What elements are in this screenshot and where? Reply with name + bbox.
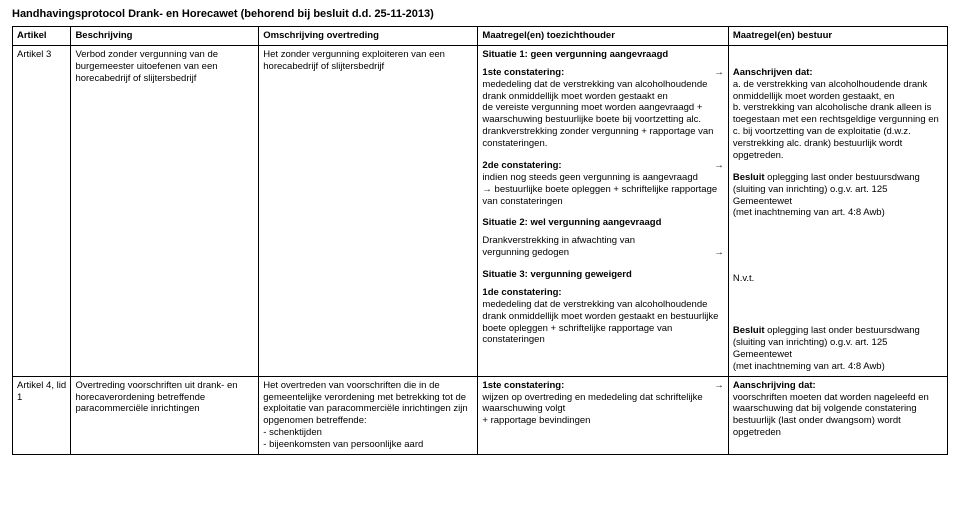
cell-toezicht: 1ste constatering: → wijzen op overtredi… [478,376,728,454]
col-beschrijving: Beschrijving [71,27,259,46]
arrow-icon: → [714,247,724,259]
constatering-2-label: 2de constatering: [482,160,561,171]
constatering-1-label: 1ste constatering: [482,67,564,78]
r2-bestuur-body: voorschriften moeten dat worden nageleef… [733,392,943,440]
cell-beschrijving: Overtreding voorschriften uit drank- en … [71,376,259,454]
situatie1-title: Situatie 1: geen vergunning aangevraagd [482,49,723,61]
r2-c1-label: 1ste constatering: [482,380,564,391]
col-omschrijving: Omschrijving overtreding [259,27,478,46]
situatie2-body-b: vergunning gedogen [482,247,569,258]
document-title: Handhavingsprotocol Drank- en Horecawet … [12,8,948,20]
cell-omschrijving: Het overtreden van voorschriften die in … [259,376,478,454]
situatie3-body: mededeling dat de verstrekking van alcoh… [482,299,723,347]
bestuur-a: a. de verstrekking van alcoholhoudende d… [733,79,943,103]
situatie3-title: Situatie 3: vergunning geweigerd [482,269,723,281]
cell-beschrijving: Verbod zonder vergunning van de burgemee… [71,45,259,376]
bestuur-b: b. verstrekking van alcoholische drank a… [733,102,943,126]
constatering-1-line: 1ste constatering: → [482,67,723,79]
page-root: Handhavingsprotocol Drank- en Horecawet … [0,0,960,463]
aanschrijven-label: Aanschrijven dat: [733,67,943,79]
arrow-icon: → [714,67,724,79]
cell-artikel: Artikel 3 [13,45,71,376]
situatie3-c1-label: 1de constatering: [482,287,561,298]
table-row: Artikel 3 Verbod zonder vergunning van d… [13,45,948,376]
table-header-row: Artikel Beschrijving Omschrijving overtr… [13,27,948,46]
situatie3-c1-line: 1de constatering: [482,287,723,299]
constatering-1-body: mededeling dat de verstrekking van alcoh… [482,79,723,150]
situatie2-title: Situatie 2: wel vergunning aangevraagd [482,217,723,229]
col-artikel: Artikel [13,27,71,46]
cell-bestuur: Aanschrijving dat: voorschriften moeten … [728,376,947,454]
r2-c1-line: 1ste constatering: → [482,380,723,392]
r2-aan-label: Aanschrijving dat: [733,380,943,392]
bestuur-c: c. bij voortzetting van de exploitatie (… [733,126,943,162]
nvt: N.v.t. [733,273,943,285]
situatie2-body-b-line: vergunning gedogen → [482,247,723,259]
arrow-icon: → [714,160,724,172]
r2-c1-body: wijzen op overtreding en mededeling dat … [482,392,723,428]
col-maatregel-bestuur: Maatregel(en) bestuur [728,27,947,46]
cell-toezicht: Situatie 1: geen vergunning aangevraagd … [478,45,728,376]
situatie2-body-a: Drankverstrekking in afwachting van [482,235,723,247]
besluit-b: Besluit oplegging last onder bestuursdwa… [733,325,943,373]
table-row: Artikel 4, lid 1 Overtreding voorschrift… [13,376,948,454]
cell-bestuur: Aanschrijven dat: a. de verstrekking van… [728,45,947,376]
cell-artikel: Artikel 4, lid 1 [13,376,71,454]
protocol-table: Artikel Beschrijving Omschrijving overtr… [12,26,948,455]
besluit-a: Besluit oplegging last onder bestuursdwa… [733,172,943,220]
arrow-icon: → [714,380,724,392]
spacer [733,49,943,61]
col-maatregel-toezicht: Maatregel(en) toezichthouder [478,27,728,46]
cell-omschrijving: Het zonder vergunning exploiteren van ee… [259,45,478,376]
constatering-2-line: 2de constatering: → [482,160,723,172]
constatering-2-body: indien nog steeds geen vergunning is aan… [482,172,723,208]
